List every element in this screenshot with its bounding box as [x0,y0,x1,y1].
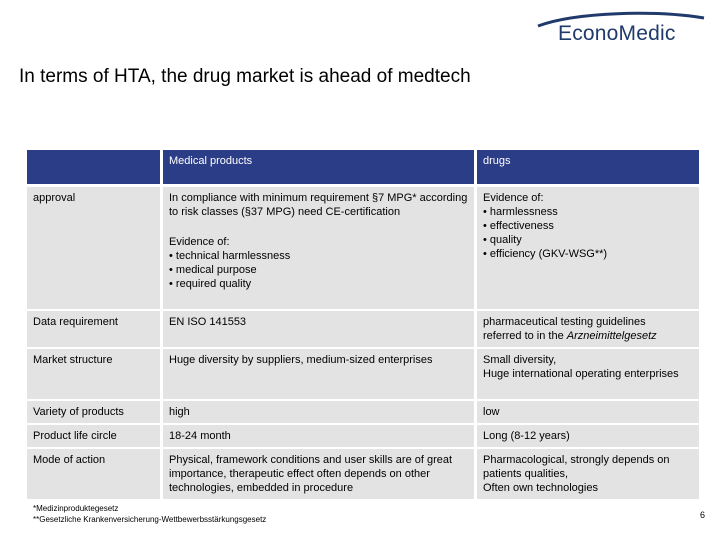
list-item: • required quality [169,278,252,290]
table-row: Data requirement EN ISO 141553 pharmaceu… [27,311,699,349]
row-label: Mode of action [27,449,163,501]
list-item: • harmlessness [483,206,558,218]
header-empty [27,150,163,187]
header-drugs: drugs [477,150,699,187]
cell-drugs: Pharmacological, strongly depends on pat… [477,449,699,501]
footnote: *Medizinproduktegesetz [33,504,119,513]
comparison-table: Medical products drugs approval In compl… [27,150,699,501]
table-row: Variety of products high low [27,401,699,425]
cell-medical: high [163,401,477,425]
table-header-row: Medical products drugs [27,150,699,187]
row-label: Variety of products [27,401,163,425]
cell-drugs: pharmaceutical testing guidelines referr… [477,311,699,349]
row-label: Data requirement [27,311,163,349]
cell-text: Pharmacological, strongly depends on pat… [483,454,670,480]
cell-text: pharmaceutical testing guidelines [483,316,646,328]
cell-drugs: low [477,401,699,425]
list-item: • technical harmlessness [169,250,291,262]
row-label: approval [27,187,163,311]
cell-drugs: Evidence of: • harmlessness • effectiven… [477,187,699,311]
cell-drugs: Long (8-12 years) [477,425,699,449]
row-label: Product life circle [27,425,163,449]
cell-text: Small diversity, [483,354,557,366]
cell-medical: Physical, framework conditions and user … [163,449,477,501]
cell-medical: In compliance with minimum requirement §… [163,187,477,311]
table-row: Mode of action Physical, framework condi… [27,449,699,501]
table-row: approval In compliance with minimum requ… [27,187,699,311]
cell-medical: 18-24 month [163,425,477,449]
law-name: Arzneimittelgesetz [566,330,657,342]
logo-text: EconoMedic [558,22,676,45]
cell-text: referred to in the Arzneimittelgesetz [483,330,657,342]
cell-medical: Huge diversity by suppliers, medium-size… [163,349,477,401]
cell-text: In compliance with minimum requirement §… [169,192,468,218]
table-row: Market structure Huge diversity by suppl… [27,349,699,401]
footnote: **Gesetzliche Krankenversicherung-Wettbe… [33,515,267,524]
list-item: • medical purpose [169,264,257,276]
cell-medical: EN ISO 141553 [163,311,477,349]
cell-text: Huge international operating enterprises [483,368,679,380]
page-number: 6 [700,510,706,520]
row-label: Market structure [27,349,163,401]
cell-text: Evidence of: [169,236,230,248]
table-row: Product life circle 18-24 month Long (8-… [27,425,699,449]
list-item: • efficiency (GKV-WSG**) [483,248,608,260]
slide-title: In terms of HTA, the drug market is ahea… [19,66,471,87]
header-medical-products: Medical products [163,150,477,187]
footnotes: *Medizinproduktegesetz **Gesetzliche Kra… [33,503,266,525]
cell-drugs: Small diversity, Huge international oper… [477,349,699,401]
cell-text: Evidence of: [483,192,544,204]
logo-swoosh-icon [537,11,705,28]
list-item: • quality [483,234,522,246]
list-item: • effectiveness [483,220,554,232]
cell-text: Often own technologies [483,482,598,494]
